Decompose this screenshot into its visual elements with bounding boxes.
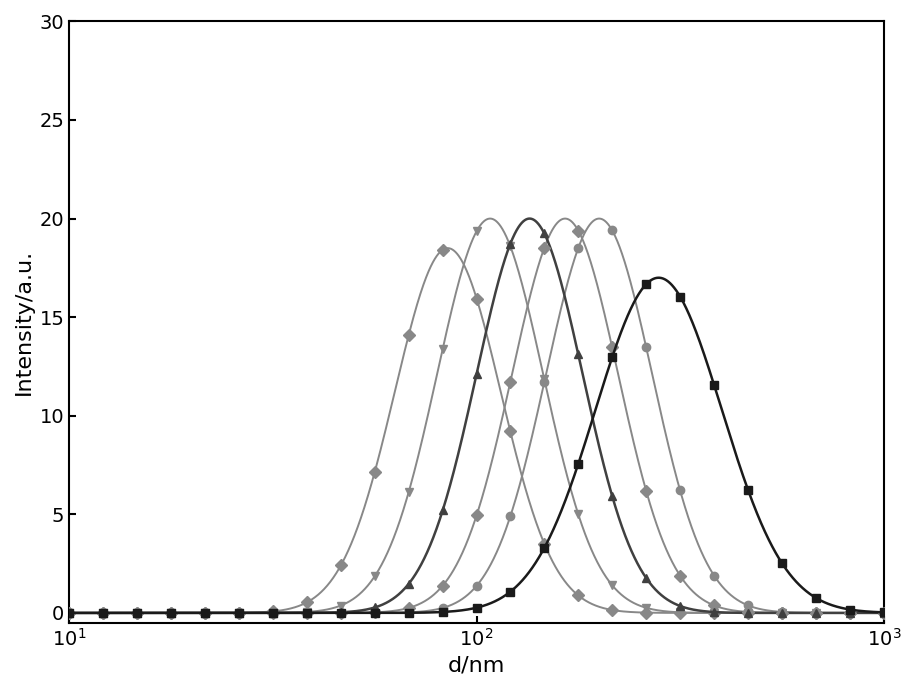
Y-axis label: Intensity/a.u.: Intensity/a.u. [14, 249, 34, 395]
X-axis label: d/nm: d/nm [447, 655, 505, 675]
